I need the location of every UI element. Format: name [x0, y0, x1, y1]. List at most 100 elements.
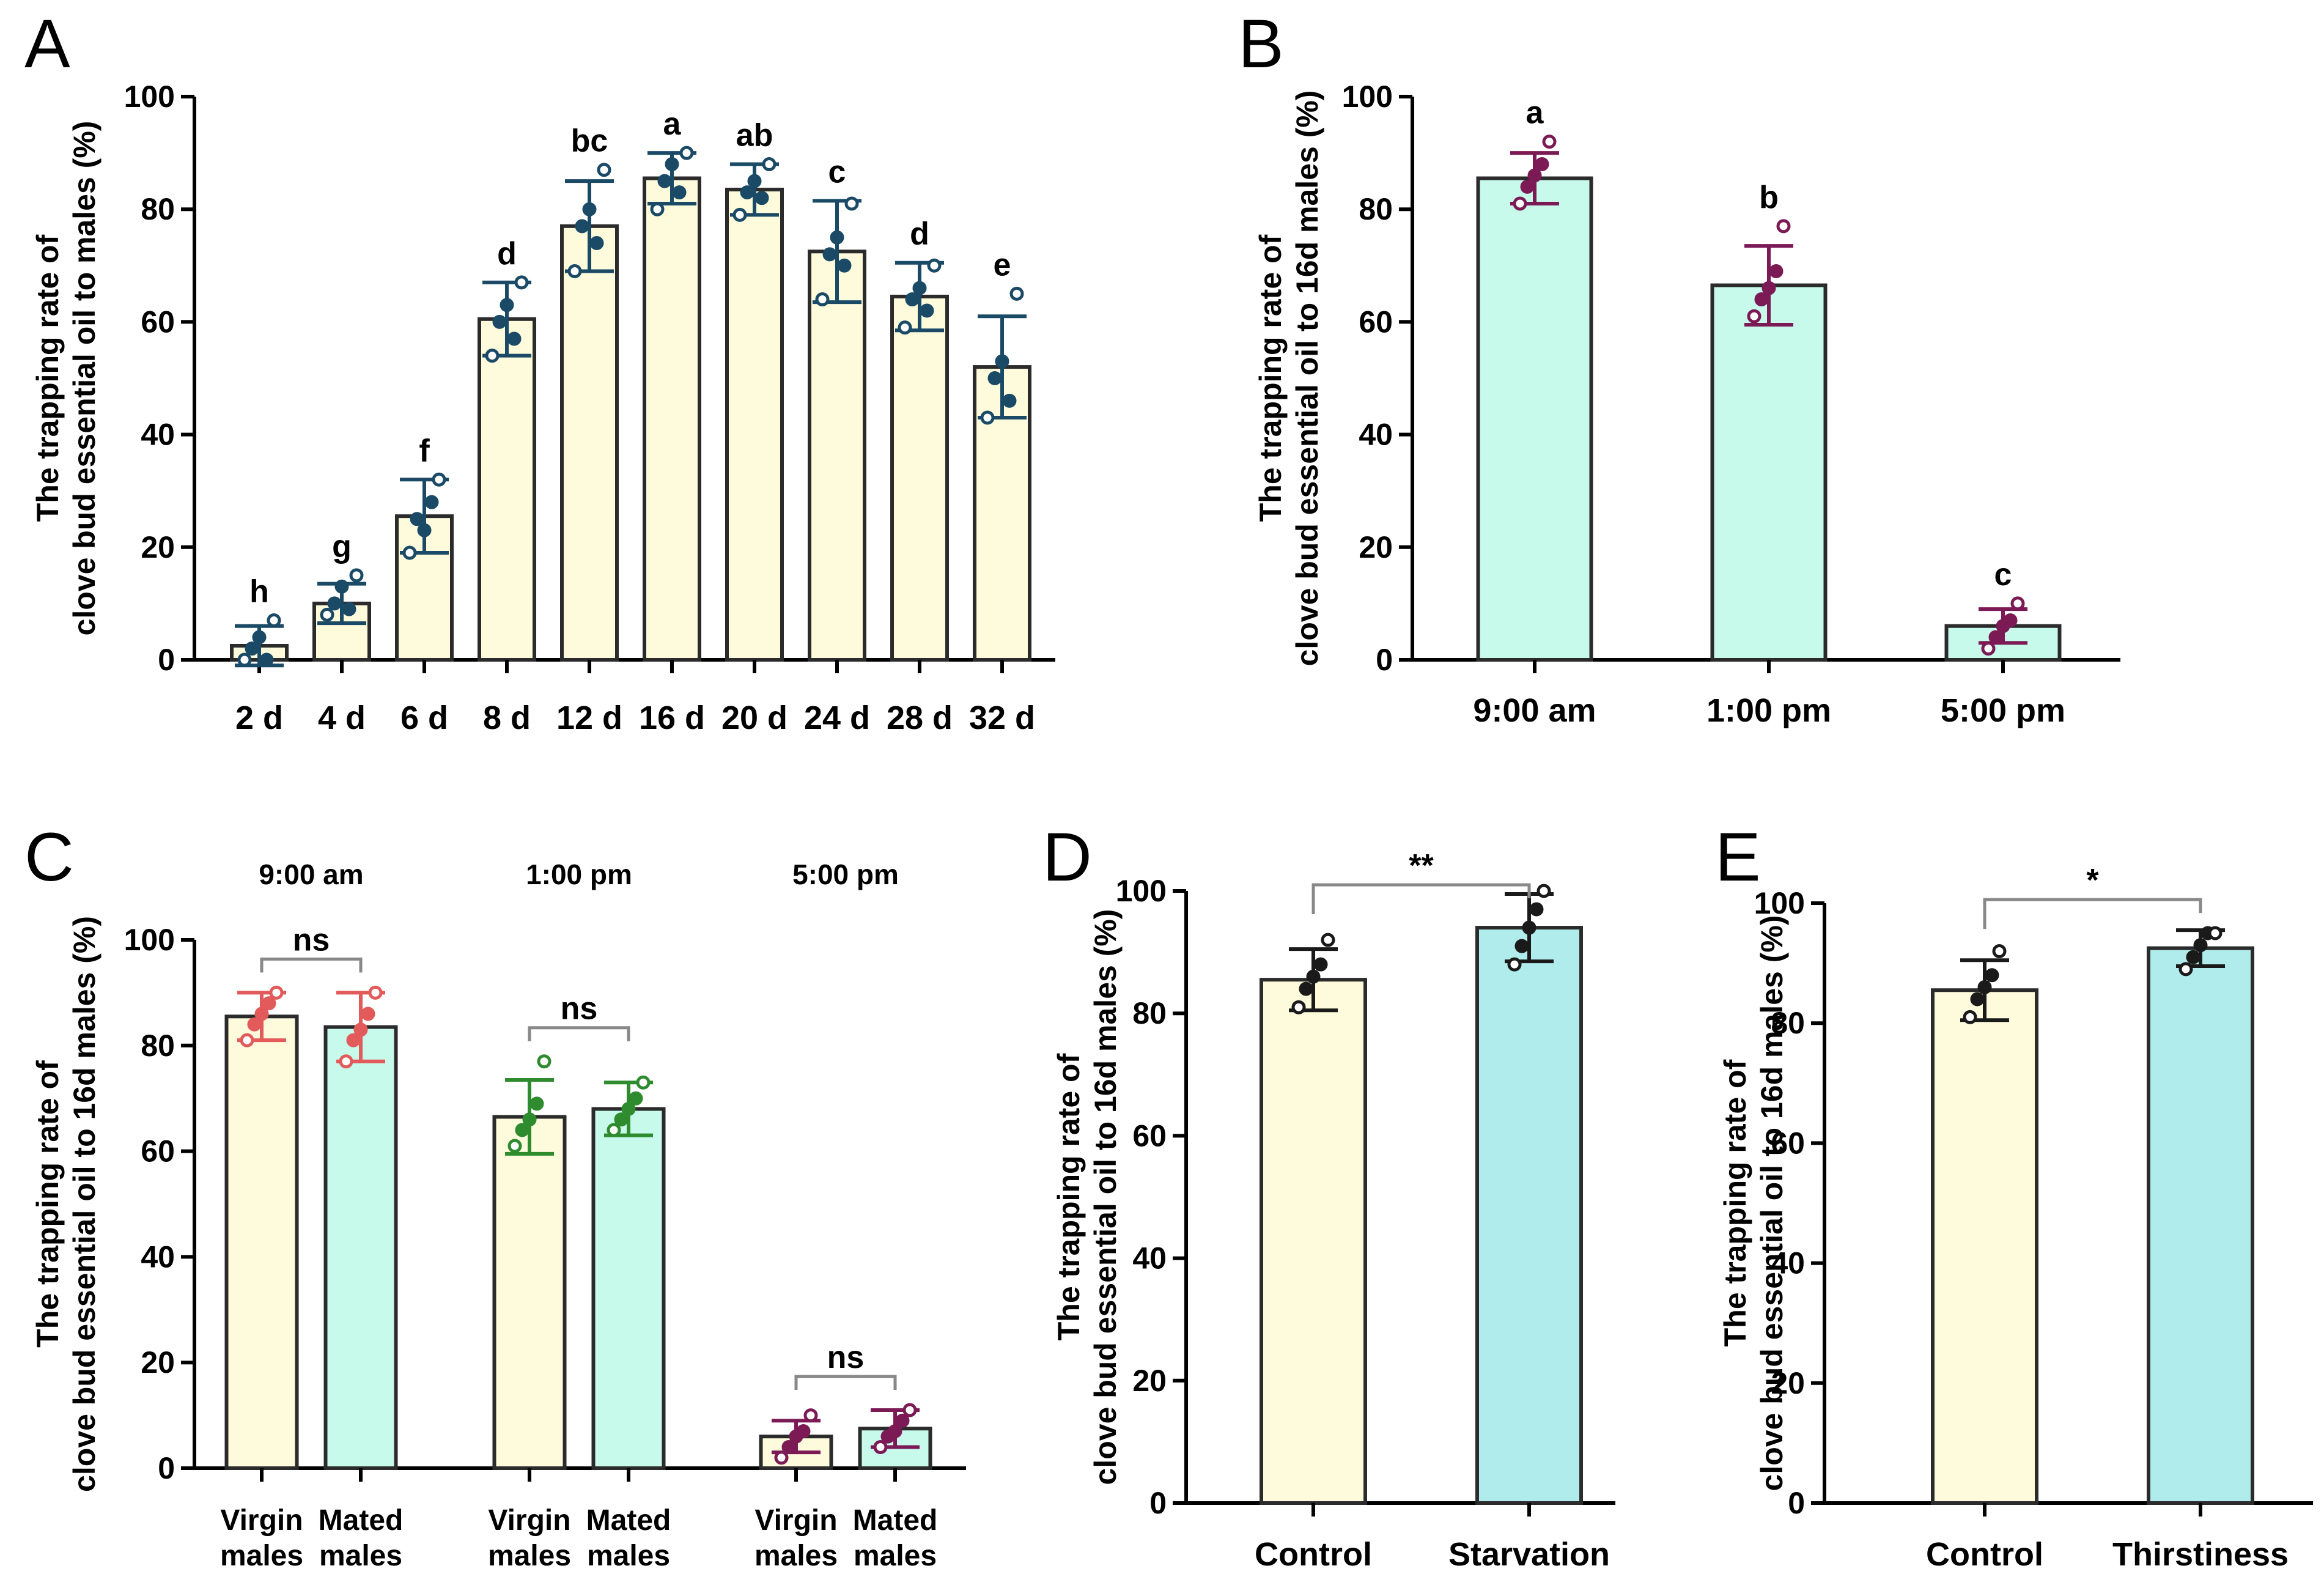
group-title: 1:00 pm — [526, 859, 632, 890]
comparison-bracket — [528, 1026, 630, 1041]
comparison-label: ns — [561, 991, 598, 1027]
x-tick-label: males — [854, 1540, 937, 1572]
data-point — [597, 163, 611, 177]
data-point — [830, 230, 844, 245]
y-axis-label: The trapping rate of — [31, 234, 65, 522]
data-point — [582, 202, 597, 216]
y-tick-label: 40 — [141, 418, 175, 452]
data-point — [1535, 157, 1549, 172]
y-tick-label: 0 — [1376, 643, 1393, 677]
data-point — [1313, 957, 1328, 972]
y-axis-label: clove bud essential oil to 16d males (%) — [1755, 915, 1789, 1491]
data-point — [1776, 219, 1791, 234]
y-axis-label: clove bud essential oil to males (%) — [67, 121, 101, 636]
data-point — [320, 607, 334, 622]
data-point — [492, 314, 507, 329]
data-point — [368, 985, 383, 1000]
bar — [560, 224, 619, 662]
y-tick-label: 100 — [1342, 79, 1393, 114]
data-point — [424, 495, 439, 509]
data-point — [895, 1413, 910, 1428]
y-tick-label: 80 — [1771, 1006, 1805, 1040]
data-point — [432, 472, 446, 487]
data-point — [902, 1403, 917, 1417]
x-tick-label: males — [488, 1540, 571, 1572]
y-axis-label: The trapping rate of — [1718, 1059, 1752, 1347]
data-point — [1754, 292, 1769, 307]
data-point — [567, 264, 582, 279]
x-tick-label: Virgin — [754, 1504, 837, 1537]
significance-letter: b — [1759, 180, 1779, 215]
data-point — [507, 331, 522, 346]
comparison-bracket — [260, 957, 363, 973]
data-point — [2186, 950, 2200, 964]
x-tick-label: Mated — [853, 1504, 938, 1537]
data-point — [621, 1101, 636, 1116]
group-title: 5:00 pm — [792, 859, 899, 890]
data-point — [267, 613, 281, 628]
y-tick-label: 60 — [1771, 1126, 1805, 1160]
comparison-bracket — [794, 1375, 897, 1390]
x-tick-label: males — [220, 1540, 303, 1572]
data-point — [259, 652, 274, 667]
data-point — [1747, 309, 1761, 323]
bar — [725, 187, 784, 662]
y-tick-label: 40 — [1771, 1246, 1805, 1280]
y-axis-label: The trapping rate of — [1052, 1053, 1086, 1340]
y-tick-label: 100 — [124, 79, 175, 114]
data-point — [589, 235, 604, 250]
data-point — [796, 1424, 811, 1439]
data-point — [774, 1450, 789, 1465]
data-point — [987, 371, 1002, 385]
x-tick-label: 32 d — [969, 700, 1035, 736]
x-tick-label: 6 d — [400, 700, 448, 736]
data-point — [815, 292, 830, 307]
y-tick-label: 20 — [1132, 1364, 1167, 1398]
data-point — [1299, 981, 1313, 996]
data-point — [237, 652, 252, 667]
data-point — [254, 1007, 269, 1021]
bar — [1476, 176, 1593, 662]
data-point — [2193, 938, 2208, 953]
bar — [591, 1107, 666, 1470]
y-tick-label: 60 — [141, 1134, 175, 1169]
y-axis-label: clove bud essential oil to 16d males (%) — [1290, 91, 1324, 667]
data-point — [1761, 281, 1776, 295]
significance-letter: h — [249, 574, 269, 610]
y-tick-label: 60 — [1132, 1118, 1167, 1153]
data-point — [1988, 630, 2003, 645]
data-point — [1507, 957, 1522, 972]
x-tick-label: 12 d — [556, 700, 622, 736]
data-point — [995, 354, 1009, 369]
data-point — [247, 1017, 262, 1032]
significance-letter: g — [332, 529, 352, 564]
y-axis-label: clove bud essential oil to 16d males (%) — [67, 916, 101, 1492]
data-point — [754, 191, 769, 205]
y-tick-label: 100 — [1754, 886, 1805, 920]
data-point — [537, 1054, 551, 1069]
data-point — [912, 281, 927, 295]
x-tick-label: 24 d — [804, 700, 870, 736]
y-tick-label: 20 — [1359, 530, 1393, 564]
panel-e: E The trapping rate of clove bud essential… — [1715, 819, 2313, 1573]
y-tick-label: 0 — [158, 643, 175, 677]
y-tick-label: 40 — [1359, 418, 1393, 452]
y-tick-label: 100 — [124, 923, 175, 957]
data-point — [2208, 926, 2223, 940]
data-point — [485, 349, 500, 363]
data-point — [2003, 613, 2018, 628]
panel-d: D The trapping rate of clove bud essential… — [1042, 819, 1615, 1573]
data-point — [822, 247, 837, 262]
data-point — [515, 1123, 529, 1137]
data-point — [353, 1022, 368, 1037]
data-point — [245, 641, 259, 656]
y-axis-label: clove bud essential oil to 16d males (%) — [1088, 909, 1123, 1485]
x-tick-label: 20 d — [721, 700, 788, 736]
data-point — [1321, 933, 1335, 947]
data-point — [657, 174, 672, 188]
data-point — [514, 275, 529, 290]
data-point — [679, 146, 694, 160]
bar — [1931, 988, 2038, 1505]
y-axis-label: The trapping rate of — [31, 1060, 65, 1348]
